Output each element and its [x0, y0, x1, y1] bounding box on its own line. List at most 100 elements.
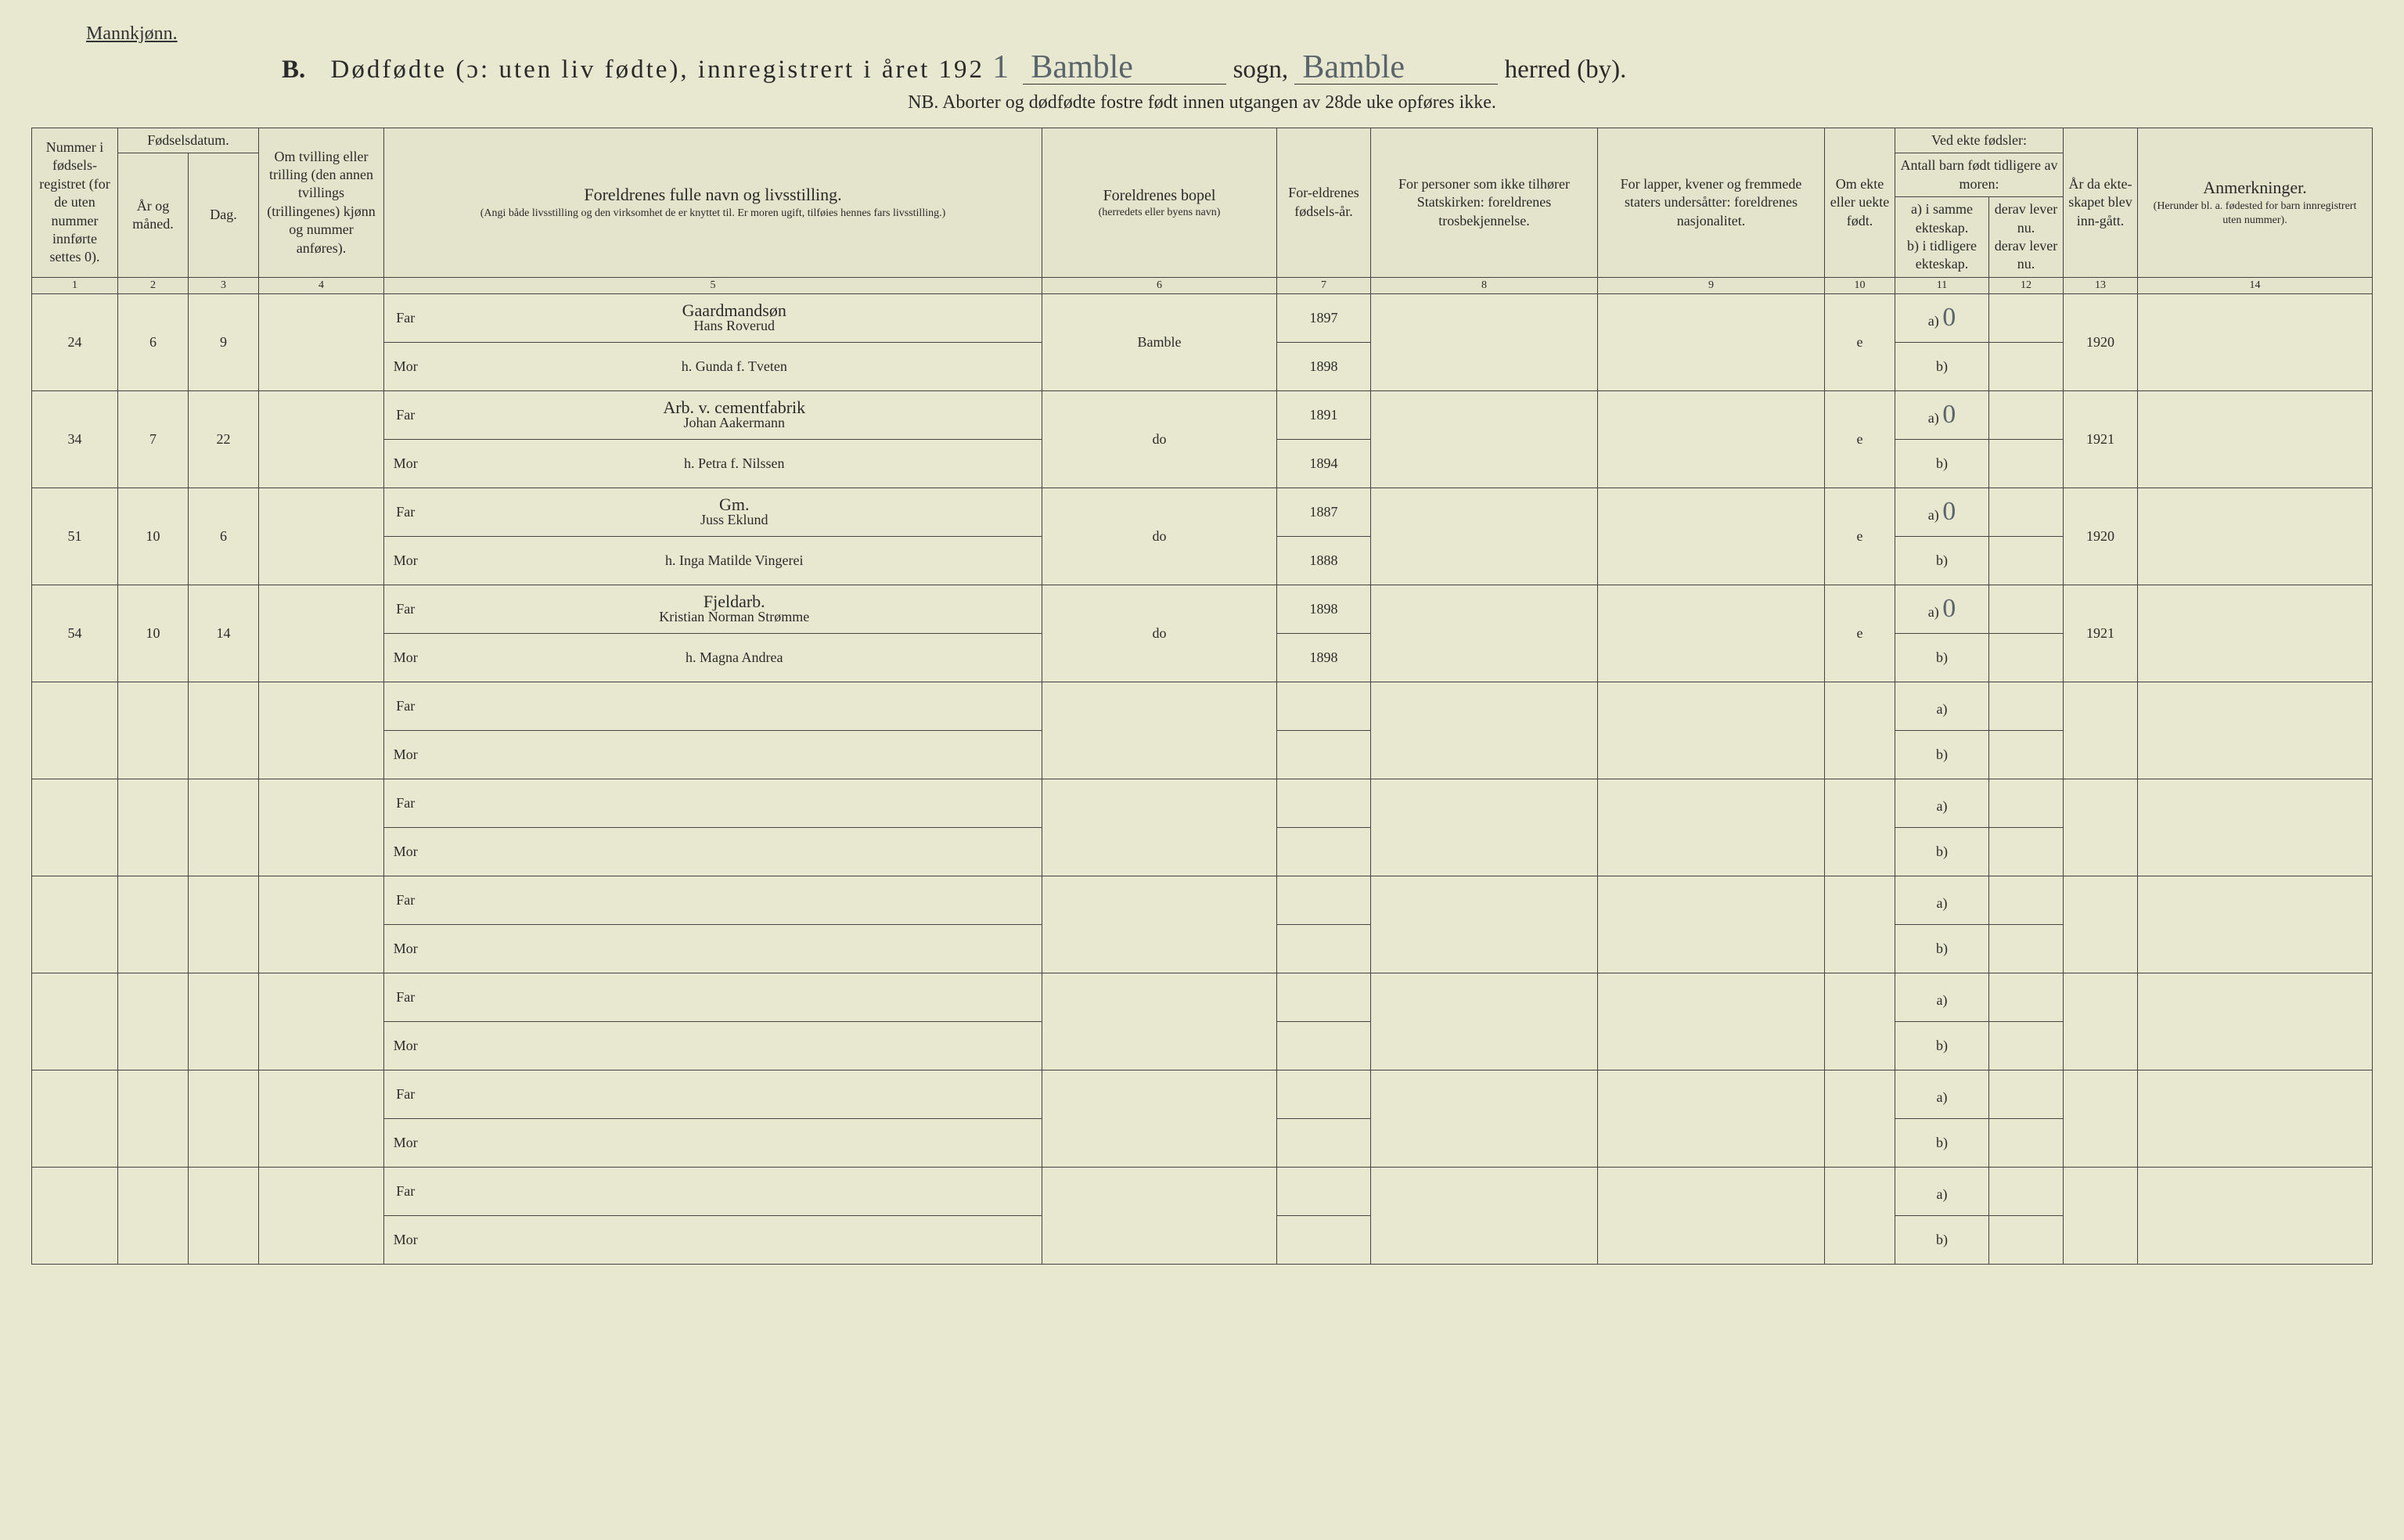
cell-father-name	[427, 1167, 1042, 1215]
table-row: 34722FarArb. v. cementfabrikJohan Aakerm…	[32, 390, 2373, 439]
cell-mother-name: h. Gunda f. Tveten	[427, 342, 1042, 390]
cell-nationality	[1598, 390, 1825, 488]
colnum-6: 6	[1042, 277, 1277, 293]
mor-label: Mor	[384, 342, 427, 390]
cell-mor-year	[1277, 1118, 1371, 1167]
cell-mother-name	[427, 827, 1042, 876]
cell-num	[32, 1167, 118, 1264]
cell-father-name	[427, 876, 1042, 924]
mor-label: Mor	[384, 633, 427, 682]
cell-far-year	[1277, 682, 1371, 730]
colnum-11: 11	[1895, 277, 1989, 293]
year-hand: 1	[984, 51, 1017, 84]
cell-bopel	[1042, 1070, 1277, 1167]
cell-mother-name: h. Magna Andrea	[427, 633, 1042, 682]
cell-religion	[1371, 585, 1598, 682]
far-label: Far	[384, 293, 427, 342]
hdr-col10: Om ekte eller uekte født.	[1825, 128, 1895, 278]
cell-a-lever	[1989, 973, 2064, 1021]
cell-ekte	[1825, 1167, 1895, 1264]
cell-ekte	[1825, 876, 1895, 973]
hdr-col2: År og måned.	[118, 153, 189, 277]
table-row: 541014FarFjeldarb.Kristian Norman Strømm…	[32, 585, 2373, 633]
hdr-col2g: Fødselsdatum.	[118, 128, 259, 153]
register-page: Mannkjønn. B. Dødfødte (ɔ: uten liv født…	[31, 23, 2373, 1517]
far-label: Far	[384, 876, 427, 924]
cell-day	[189, 1070, 259, 1167]
cell-nationality	[1598, 1070, 1825, 1167]
hdr-col11g: Ved ekte fødsler:	[1895, 128, 2064, 153]
cell-religion	[1371, 293, 1598, 390]
cell-bopel: do	[1042, 585, 1277, 682]
cell-far-year: 1891	[1277, 390, 1371, 439]
cell-remarks	[2138, 390, 2373, 488]
cell-day	[189, 1167, 259, 1264]
cell-bopel	[1042, 876, 1277, 973]
cell-year-married: 1920	[2064, 488, 2138, 585]
table-header: Nummer i fødsels-registret (for de uten …	[32, 128, 2373, 294]
cell-a: a)	[1895, 682, 1989, 730]
cell-mother-name: h. Inga Matilde Vingerei	[427, 536, 1042, 585]
colnum-12: 12	[1989, 277, 2064, 293]
section-letter: B.	[282, 56, 305, 84]
cell-father-name: Arb. v. cementfabrikJohan Aakermann	[427, 390, 1042, 439]
cell-ekte: e	[1825, 585, 1895, 682]
sub-note: NB. Aborter og dødfødte fostre født inne…	[31, 92, 2373, 113]
cell-ekte	[1825, 682, 1895, 779]
cell-ekte: e	[1825, 293, 1895, 390]
cell-day	[189, 876, 259, 973]
cell-father-name: Fjeldarb.Kristian Norman Strømme	[427, 585, 1042, 633]
cell-bopel: do	[1042, 488, 1277, 585]
far-label: Far	[384, 682, 427, 730]
colnum-5: 5	[384, 277, 1042, 293]
mor-label: Mor	[384, 439, 427, 488]
cell-mother-name: h. Petra f. Nilssen	[427, 439, 1042, 488]
cell-nationality	[1598, 585, 1825, 682]
register-table: Nummer i fødsels-registret (for de uten …	[31, 128, 2373, 1265]
table-row: 2469FarGaardmandsønHans RoverudBamble189…	[32, 293, 2373, 342]
cell-month	[118, 779, 189, 876]
cell-day	[189, 973, 259, 1070]
colnum-8: 8	[1371, 277, 1598, 293]
cell-mother-name	[427, 1118, 1042, 1167]
cell-mor-year	[1277, 730, 1371, 779]
cell-father-name	[427, 973, 1042, 1021]
cell-year-married: 1921	[2064, 585, 2138, 682]
mor-label: Mor	[384, 730, 427, 779]
cell-twin	[259, 1070, 384, 1167]
hdr-col14: Anmerkninger. (Herunder bl. a. fødested …	[2138, 128, 2373, 278]
cell-mor-year: 1898	[1277, 633, 1371, 682]
cell-a-lever	[1989, 682, 2064, 730]
table-row: Far a)	[32, 682, 2373, 730]
sogn-label: sogn,	[1233, 56, 1289, 84]
cell-day: 22	[189, 390, 259, 488]
cell-religion	[1371, 1070, 1598, 1167]
cell-religion	[1371, 779, 1598, 876]
cell-a-lever	[1989, 293, 2064, 342]
hdr-col9: For lapper, kvener og fremmede staters u…	[1598, 128, 1825, 278]
cell-a: a) 0	[1895, 293, 1989, 342]
cell-remarks	[2138, 293, 2373, 390]
cell-twin	[259, 1167, 384, 1264]
cell-far-year	[1277, 876, 1371, 924]
cell-remarks	[2138, 876, 2373, 973]
cell-num	[32, 1070, 118, 1167]
cell-mother-name	[427, 1215, 1042, 1264]
cell-nationality	[1598, 293, 1825, 390]
cell-religion	[1371, 390, 1598, 488]
cell-b-lever	[1989, 1118, 2064, 1167]
hdr-col4: Om tvilling eller trilling (den annen tv…	[259, 128, 384, 278]
cell-num: 54	[32, 585, 118, 682]
cell-year-married	[2064, 1167, 2138, 1264]
cell-mor-year: 1888	[1277, 536, 1371, 585]
cell-mother-name	[427, 924, 1042, 973]
cell-month	[118, 1070, 189, 1167]
cell-a: a)	[1895, 876, 1989, 924]
mor-label: Mor	[384, 1215, 427, 1264]
cell-twin	[259, 973, 384, 1070]
cell-b: b)	[1895, 827, 1989, 876]
cell-bopel	[1042, 973, 1277, 1070]
cell-twin	[259, 488, 384, 585]
cell-far-year	[1277, 779, 1371, 827]
cell-year-married	[2064, 682, 2138, 779]
